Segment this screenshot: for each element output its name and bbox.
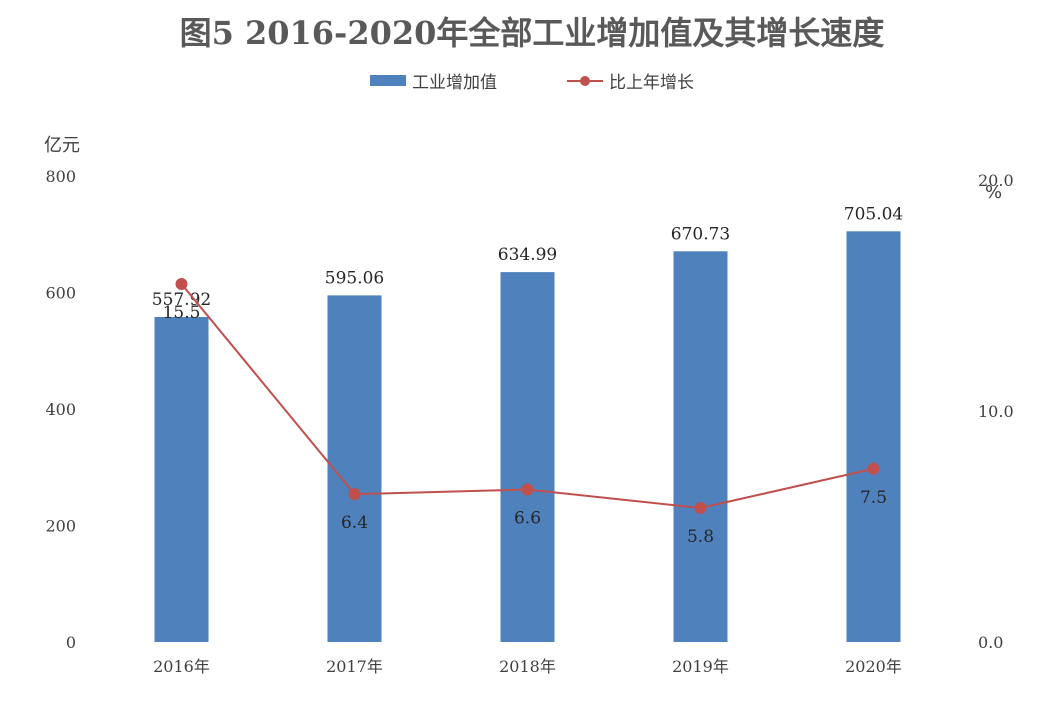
x-tick-label: 2018年 xyxy=(499,657,556,676)
growth-value-label: 15.5 xyxy=(163,303,201,323)
growth-value-label: 5.8 xyxy=(687,527,714,547)
y-left-tick-label: 600 xyxy=(45,284,76,303)
chart-title: 图5 2016-2020年全部工业增加值及其增长速度 xyxy=(179,14,885,52)
bar xyxy=(846,231,901,642)
growth-point xyxy=(175,277,188,290)
growth-value-label: 7.5 xyxy=(860,488,887,508)
bar xyxy=(327,295,382,642)
legend-item-bar: 工业增加值 xyxy=(370,68,497,93)
bar xyxy=(154,317,209,642)
x-tick-label: 2019年 xyxy=(672,657,729,676)
legend-bar-label: 工业增加值 xyxy=(412,73,497,93)
growth-value-label: 6.4 xyxy=(341,513,368,533)
legend-line-label: 比上年增长 xyxy=(609,73,694,93)
legend-line-swatch xyxy=(567,74,603,88)
bar-value-label: 670.73 xyxy=(671,224,730,244)
y-left-tick-label: 400 xyxy=(45,400,76,419)
growth-point xyxy=(867,462,880,475)
bar xyxy=(673,251,728,642)
bar-value-label: 634.99 xyxy=(498,245,557,265)
growth-point xyxy=(521,483,534,496)
growth-point xyxy=(348,488,361,501)
y-right-tick-label: 10.0 xyxy=(978,402,1014,421)
bar-value-label: 557.92 xyxy=(152,290,211,310)
growth-value-label: 6.6 xyxy=(514,509,541,529)
legend-item-line: 比上年增长 xyxy=(567,68,694,93)
bar xyxy=(500,272,555,642)
bar-value-label: 705.04 xyxy=(844,204,903,224)
legend: 工业增加值 比上年增长 xyxy=(0,68,1064,93)
y-left-tick-label: 800 xyxy=(45,167,76,186)
right-axis-unit: % xyxy=(985,182,1003,203)
y-right-tick-label: 0.0 xyxy=(978,633,1003,652)
bar-value-label: 595.06 xyxy=(325,268,384,288)
y-right-tick-label: 20.0 xyxy=(978,171,1014,190)
y-left-tick-label: 200 xyxy=(45,517,76,536)
legend-bar-swatch xyxy=(370,75,406,86)
left-axis-unit: 亿元 xyxy=(44,135,80,156)
growth-point xyxy=(694,502,707,515)
y-left-tick-label: 0 xyxy=(66,633,76,652)
x-tick-label: 2016年 xyxy=(153,657,210,676)
x-tick-label: 2017年 xyxy=(326,657,383,676)
x-tick-label: 2020年 xyxy=(845,657,902,676)
